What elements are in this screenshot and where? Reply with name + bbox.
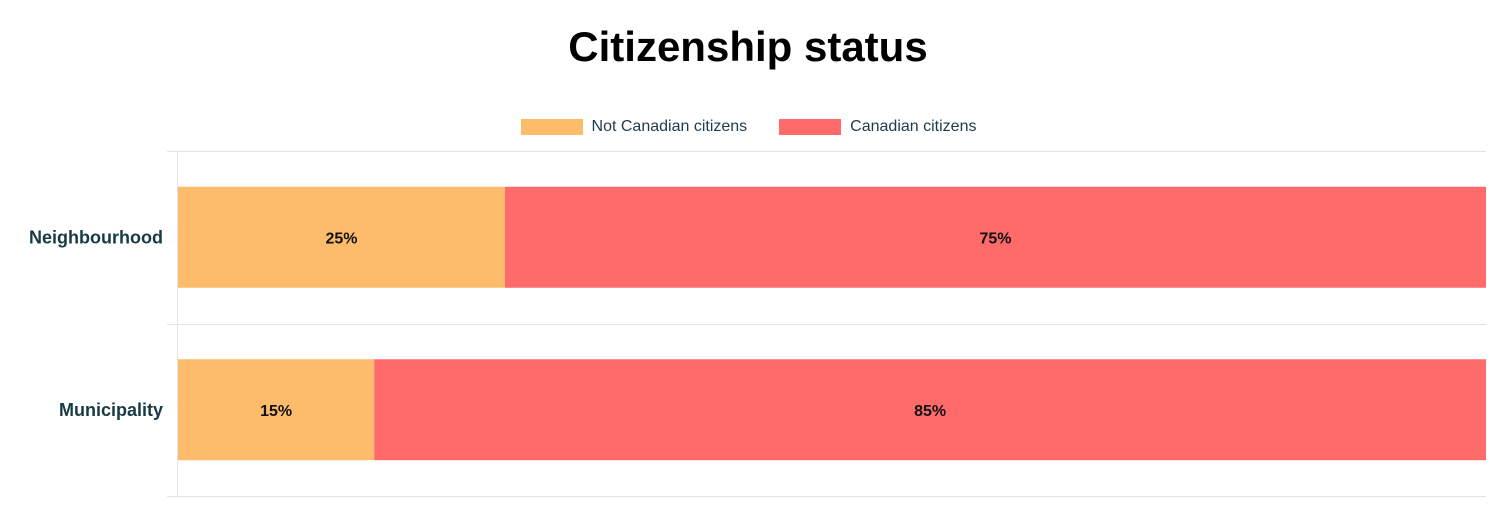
legend-item-canadian-citizens[interactable]: Canadian citizens (779, 117, 976, 137)
category-label-municipality: Municipality (59, 400, 163, 420)
legend-label-canadian-citizens: Canadian citizens (850, 118, 977, 135)
chart-legend: Not Canadian citizens Canadian citizens (0, 117, 1496, 137)
bar-neighbourhood-canadian-citizens (505, 186, 1486, 288)
data-label-neighbourhood-not-canadian-citizens: 25% (325, 230, 357, 247)
data-label-municipality-canadian-citizens: 85% (914, 403, 946, 420)
category-label-neighbourhood: Neighbourhood (29, 227, 163, 247)
bar-municipality-canadian-citizens (374, 359, 1487, 461)
chart-title: Citizenship status (568, 23, 928, 70)
legend-item-not-canadian-citizens[interactable]: Not Canadian citizens (520, 117, 748, 137)
data-label-neighbourhood-canadian-citizens: 75% (979, 230, 1011, 247)
legend-swatch-not-canadian-citizens (520, 119, 583, 135)
bar-neighbourhood-not-canadian-citizens (178, 186, 505, 288)
legend-label-not-canadian-citizens: Not Canadian citizens (591, 118, 748, 135)
data-label-municipality-not-canadian-citizens: 15% (260, 403, 292, 420)
legend-swatch-canadian-citizens (779, 119, 842, 135)
bar-municipality-not-canadian-citizens (178, 359, 375, 461)
